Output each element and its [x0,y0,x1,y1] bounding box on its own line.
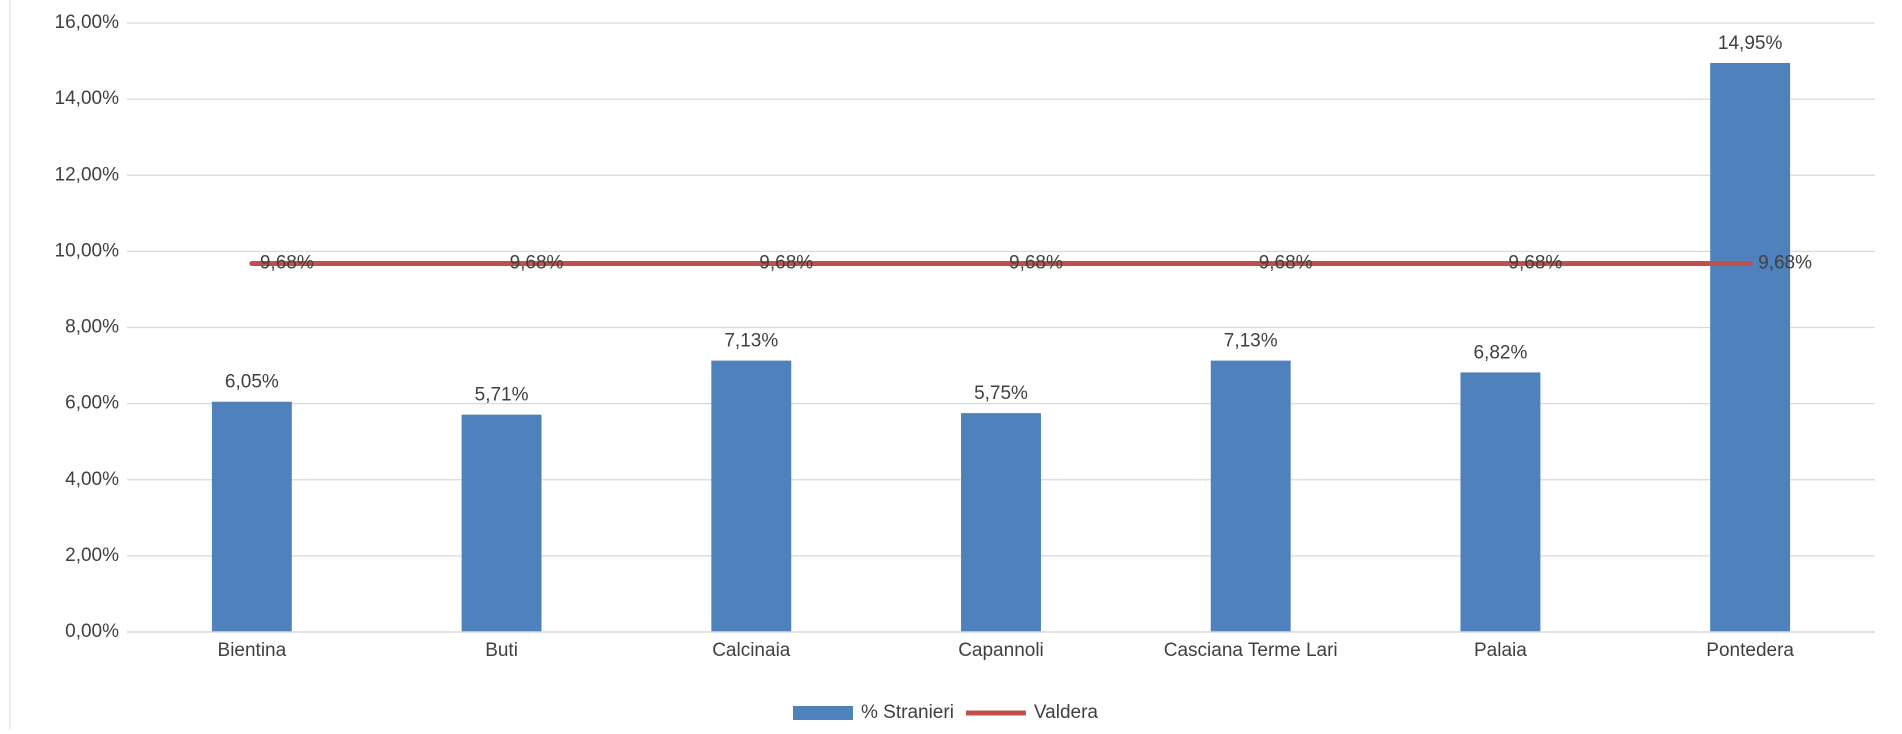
y-tick-label: 8,00% [65,317,119,338]
y-tick-label: 14,00% [55,88,120,109]
legend-swatch [793,706,853,720]
data-label: 9,68% [510,253,564,274]
y-tick-label: 4,00% [65,469,119,490]
x-tick-label: Calcinaia [712,640,791,661]
y-tick-label: 10,00% [55,240,120,261]
bar [711,360,792,632]
y-tick-label: 6,00% [65,393,119,414]
x-tick-label: Pontedera [1706,640,1794,661]
y-tick-label: 12,00% [55,164,120,185]
y-tick-label: 2,00% [65,545,119,566]
data-label: 14,95% [1718,33,1783,54]
data-label: 7,13% [724,331,778,352]
bar [1460,372,1541,632]
y-tick-label: 16,00% [55,12,120,33]
bar [461,414,542,632]
data-label: 9,68% [260,253,314,274]
data-label: 9,68% [1259,253,1313,274]
data-label: 5,75% [974,383,1028,404]
x-tick-label: Bientina [218,640,287,661]
x-tick-label: Capannoli [958,640,1044,661]
data-label: 9,68% [1009,253,1063,274]
data-label: 6,82% [1473,342,1527,363]
data-label: 6,05% [225,372,279,393]
x-tick-label: Buti [485,640,518,661]
x-tick-label: Casciana Terme Lari [1164,640,1338,661]
data-label: 9,68% [1758,253,1812,274]
bar [211,401,292,632]
y-tick-label: 0,00% [65,621,119,642]
legend-label: Valdera [1034,702,1099,723]
data-label: 9,68% [1508,253,1562,274]
bar [1210,360,1291,632]
data-label: 5,71% [475,385,529,406]
data-label: 7,13% [1224,331,1278,352]
data-label: 9,68% [759,253,813,274]
bar [1710,62,1791,632]
x-tick-label: Palaia [1474,640,1527,661]
legend-label: % Stranieri [861,702,954,723]
bar [961,413,1041,632]
